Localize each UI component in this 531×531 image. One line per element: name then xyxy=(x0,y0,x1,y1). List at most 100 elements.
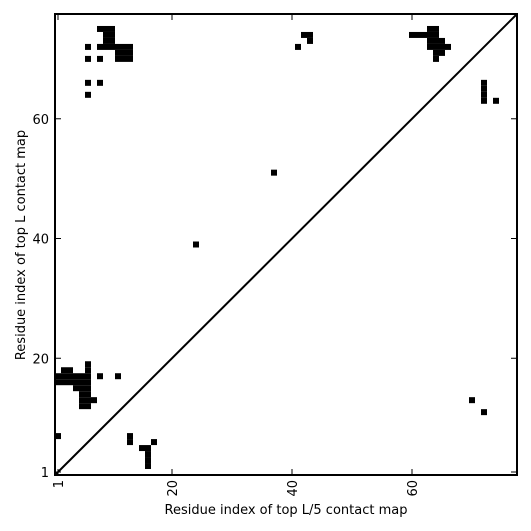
contact-cell xyxy=(127,439,133,446)
x-tick-label: 20 xyxy=(166,480,181,497)
contact-cell xyxy=(79,397,85,404)
contact-cell xyxy=(79,391,85,398)
contact-cell xyxy=(85,403,91,410)
contact-cell xyxy=(103,43,109,50)
contact-cell xyxy=(145,463,151,470)
contact-cell xyxy=(439,37,445,44)
contact-cell xyxy=(415,31,421,38)
contact-cell xyxy=(103,31,109,38)
contact-cell xyxy=(97,43,103,50)
contact-cell xyxy=(85,91,91,98)
contact-cell xyxy=(85,79,91,86)
contact-cell xyxy=(121,55,127,62)
y-tick-label: 60 xyxy=(32,113,49,128)
contact-cell xyxy=(79,379,85,386)
contact-cell xyxy=(433,49,439,56)
contact-cell xyxy=(85,55,91,62)
contact-cell xyxy=(61,373,67,380)
y-tick-label: 40 xyxy=(32,233,49,248)
contact-cell xyxy=(73,385,79,392)
contact-cell xyxy=(469,397,475,404)
contact-cell xyxy=(439,43,445,50)
contact-cell xyxy=(85,361,91,368)
contact-cell xyxy=(433,25,439,32)
contact-cell xyxy=(481,409,487,416)
contact-cell xyxy=(127,43,133,50)
x-tick-label: 1 xyxy=(52,480,67,488)
contact-cell xyxy=(55,379,61,386)
contact-cell xyxy=(445,43,451,50)
contact-cell xyxy=(481,79,487,86)
contact-cell xyxy=(79,385,85,392)
y-tick-label: 1 xyxy=(41,466,49,481)
contact-cell xyxy=(127,433,133,440)
contact-cell xyxy=(85,385,91,392)
contact-cell xyxy=(73,373,79,380)
contact-cell xyxy=(121,43,127,50)
contact-cell xyxy=(145,445,151,452)
contact-cell xyxy=(145,451,151,458)
contact-cell xyxy=(307,31,313,38)
y-tick-label: 20 xyxy=(32,352,49,367)
contact-cell xyxy=(97,25,103,32)
contact-cell xyxy=(151,439,157,446)
contact-cell xyxy=(145,457,151,464)
contact-cell xyxy=(109,25,115,32)
contact-cell xyxy=(127,55,133,62)
contact-cell xyxy=(439,49,445,56)
contact-cell xyxy=(115,55,121,62)
contact-cell xyxy=(85,397,91,404)
contact-cell xyxy=(295,43,301,50)
contact-cell xyxy=(433,43,439,50)
contact-cell xyxy=(409,31,415,38)
x-axis-label: Residue index of top L/5 contact map xyxy=(165,503,408,518)
contact-cell xyxy=(427,31,433,38)
contact-cell xyxy=(493,97,499,104)
contact-cell xyxy=(427,37,433,44)
contact-cell xyxy=(85,43,91,50)
contact-cell xyxy=(121,49,127,56)
contact-cell xyxy=(55,373,61,380)
contact-cell xyxy=(127,49,133,56)
contact-cell xyxy=(97,79,103,86)
contact-cell xyxy=(73,379,79,386)
contact-cell xyxy=(481,85,487,92)
x-tick-label: 60 xyxy=(406,480,421,497)
contact-cell xyxy=(421,31,427,38)
contact-cell xyxy=(103,25,109,32)
contact-cell xyxy=(433,37,439,44)
contact-cell xyxy=(109,31,115,38)
contact-cell xyxy=(307,37,313,44)
contact-cell xyxy=(79,403,85,410)
contact-cell xyxy=(85,367,91,374)
contact-cell xyxy=(61,379,67,386)
contact-cell xyxy=(115,373,121,380)
contact-cell xyxy=(193,241,199,248)
contact-cell xyxy=(85,379,91,386)
contact-cell xyxy=(433,31,439,38)
contact-cell xyxy=(103,37,109,44)
plot-frame xyxy=(54,13,518,476)
contact-cell xyxy=(115,43,121,50)
contact-cell xyxy=(301,31,307,38)
contact-cell xyxy=(109,37,115,44)
contact-cell xyxy=(109,43,115,50)
contact-cell xyxy=(61,367,67,374)
contact-cell xyxy=(97,55,103,62)
contact-cell xyxy=(55,433,61,440)
contact-cell xyxy=(85,391,91,398)
contact-cell xyxy=(67,367,73,374)
contact-cell xyxy=(85,373,91,380)
contact-cell xyxy=(481,91,487,98)
contact-cell xyxy=(139,445,145,452)
contact-cell xyxy=(427,25,433,32)
contact-cell xyxy=(79,373,85,380)
x-tick-label: 40 xyxy=(286,480,301,497)
contact-cell xyxy=(427,43,433,50)
contact-cell xyxy=(91,397,97,404)
contact-cell xyxy=(67,379,73,386)
contact-cell xyxy=(433,55,439,62)
contact-cell xyxy=(97,373,103,380)
contact-cell xyxy=(67,373,73,380)
